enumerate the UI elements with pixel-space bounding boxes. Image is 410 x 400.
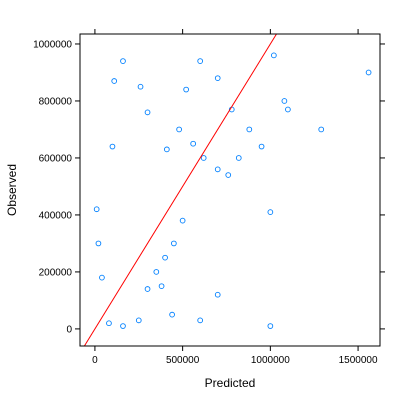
- x-tick-label: 500000: [166, 355, 200, 366]
- y-tick-label: 400000: [39, 210, 73, 221]
- data-point: [120, 323, 126, 329]
- data-point: [171, 240, 177, 247]
- data-point: [214, 291, 221, 298]
- data-point: [214, 75, 221, 82]
- data-point: [214, 166, 221, 173]
- data-point: [120, 58, 126, 64]
- data-point: [258, 143, 265, 150]
- data-points: [93, 52, 372, 329]
- data-point: [190, 140, 197, 147]
- data-point: [135, 317, 142, 324]
- y-tick-label: 1000000: [33, 39, 72, 50]
- data-point: [163, 146, 170, 153]
- data-point: [267, 323, 274, 329]
- reference-line: [83, 34, 277, 346]
- data-point: [99, 274, 105, 281]
- data-point: [197, 317, 204, 324]
- data-point: [176, 126, 182, 133]
- x-tick-label: 1500000: [339, 355, 378, 366]
- data-point: [153, 269, 160, 275]
- data-point: [271, 52, 277, 59]
- data-point: [109, 143, 116, 150]
- data-point: [246, 126, 253, 133]
- data-point: [235, 155, 242, 161]
- data-point: [197, 58, 204, 64]
- data-point: [183, 86, 189, 93]
- data-point: [158, 283, 165, 290]
- y-tick-label: 600000: [39, 153, 73, 164]
- data-point: [106, 320, 112, 327]
- data-point: [225, 172, 232, 178]
- data-point: [179, 217, 186, 224]
- x-tick-label: 0: [92, 355, 98, 366]
- x-axis-label: Predicted: [205, 376, 256, 390]
- data-point: [95, 240, 102, 247]
- y-tick-label: 0: [66, 324, 72, 335]
- data-point: [318, 126, 325, 133]
- data-point: [200, 155, 207, 161]
- x-tick-label: 1000000: [251, 355, 290, 366]
- data-point: [365, 69, 372, 76]
- data-point: [281, 98, 288, 104]
- data-point: [144, 286, 151, 292]
- data-point: [162, 254, 168, 261]
- data-point: [111, 78, 118, 84]
- data-point: [93, 206, 100, 213]
- axis-ticks: 0 500000 1000000 1500000 0 200000 400000 600000…: [33, 29, 385, 366]
- data-point: [267, 209, 274, 215]
- plot-frame: [79, 33, 381, 347]
- y-axis-label: Observed: [5, 164, 19, 216]
- data-point: [144, 109, 151, 116]
- y-tick-label: 800000: [39, 96, 73, 107]
- data-point: [137, 83, 144, 90]
- data-point: [285, 106, 291, 113]
- y-tick-label: 200000: [39, 267, 73, 278]
- data-point: [169, 311, 175, 318]
